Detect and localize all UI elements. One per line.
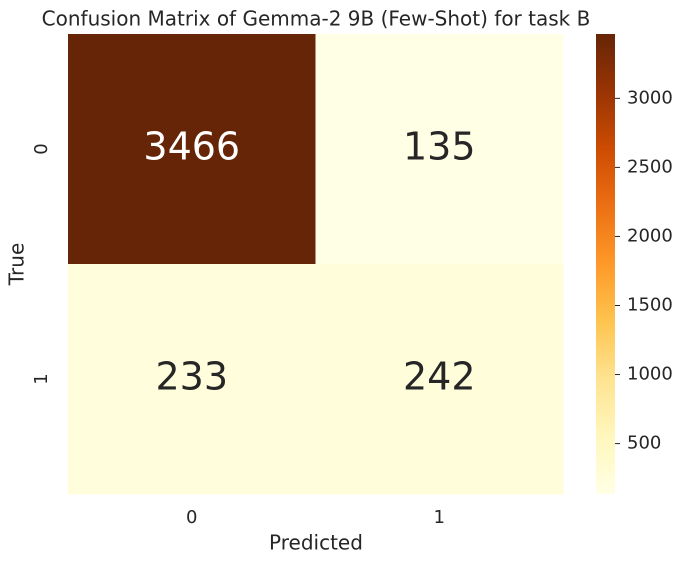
heatmap-cell	[315, 264, 564, 495]
cell-label: 233	[155, 355, 228, 399]
x-axis-label: Predicted	[269, 531, 363, 555]
y-axis-label: True	[5, 243, 29, 286]
chart-title: Confusion Matrix of Gemma-2 9B (Few-Shot…	[42, 7, 591, 31]
colorbar-tick-label: 1500	[627, 294, 673, 315]
y-tick-label: 1	[31, 373, 52, 384]
cell-label: 135	[403, 125, 476, 169]
x-tick-label: 1	[434, 507, 445, 528]
heatmap-cell	[68, 264, 316, 495]
colorbar-tick-label: 2500	[627, 156, 673, 177]
cell-label: 3466	[143, 125, 240, 169]
colorbar-tick-label: 2000	[627, 225, 673, 246]
colorbar-tick-label: 1000	[627, 364, 673, 385]
colorbar-tick-label: 500	[627, 433, 661, 454]
heatmap-cell	[315, 34, 564, 265]
colorbar	[596, 34, 615, 494]
heatmap-cell	[68, 34, 316, 265]
y-tick-label: 0	[31, 143, 52, 154]
colorbar-tick-label: 3000	[627, 87, 673, 108]
cell-label: 242	[403, 355, 476, 399]
x-tick-label: 0	[186, 507, 197, 528]
